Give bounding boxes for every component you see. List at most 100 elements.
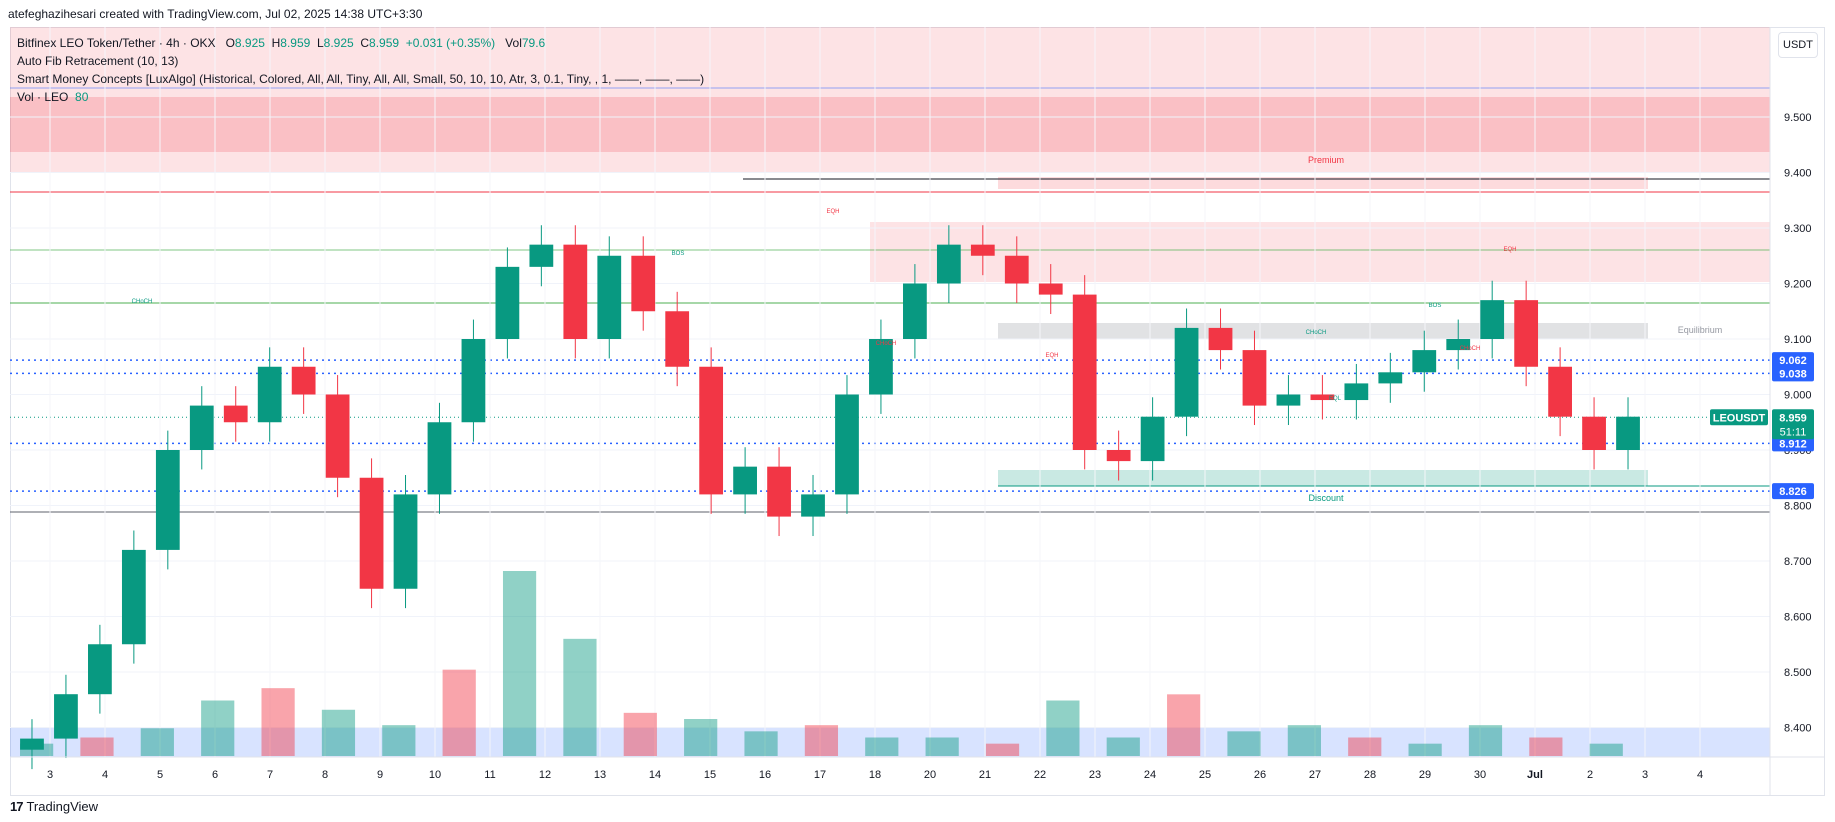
volume-bar xyxy=(1529,737,1563,756)
close-value: 8.959 xyxy=(369,36,400,50)
high-value: 8.959 xyxy=(280,36,311,50)
candle-body xyxy=(461,339,486,423)
time-tick-label: 18 xyxy=(869,769,881,781)
volume-bar xyxy=(1167,694,1201,756)
currency-button[interactable]: USDT xyxy=(1778,32,1818,58)
candle-body xyxy=(936,244,961,284)
volume-bar xyxy=(442,669,476,756)
time-tick-label: 11 xyxy=(484,769,495,781)
time-tick-label: 21 xyxy=(979,769,991,781)
premium-band-inner xyxy=(10,97,1770,152)
close-label: C xyxy=(360,36,370,50)
legend-symbol-row[interactable]: Bitfinex LEO Token/Tether · 4h · OKX O8.… xyxy=(17,34,704,52)
label-layer: Premium Equilibrium Discount CHoCH BOS EQH CHo… xyxy=(132,155,1723,503)
candle-body xyxy=(597,255,622,339)
volume-bar xyxy=(1287,725,1321,756)
structure-label: EQH xyxy=(1045,353,1058,359)
volume-bar xyxy=(502,571,537,756)
zones-layer xyxy=(10,27,1770,757)
volume-bar xyxy=(623,712,657,756)
price-tick-label: 8.500 xyxy=(1784,667,1812,679)
volume-bar xyxy=(985,743,1020,756)
axis-layer: 9.5009.4009.3009.2009.1009.0008.9008.800… xyxy=(10,27,1825,796)
volume-bar xyxy=(201,700,235,756)
candle-body xyxy=(291,366,316,395)
time-tick-label: 10 xyxy=(429,769,441,781)
candle-body xyxy=(1208,327,1233,351)
author-line: atefeghazihesari created with TradingVie… xyxy=(8,7,423,21)
price-badge xyxy=(1772,352,1814,369)
time-tick-label: 15 xyxy=(704,769,716,781)
discount-label: Discount xyxy=(1308,493,1344,503)
volume-bar xyxy=(1106,737,1140,756)
time-tick-label: 2 xyxy=(1587,769,1593,781)
candle-body xyxy=(1378,372,1403,384)
candle-body xyxy=(801,494,825,517)
symbol-badge-label: LEOUSDT xyxy=(1713,412,1766,424)
chart-canvas[interactable]: Premium Equilibrium Discount CHoCH BOS EQH CHo… xyxy=(10,27,1825,796)
structure-label: BOS xyxy=(672,251,685,257)
volume-bar xyxy=(80,737,114,756)
candle-body xyxy=(359,477,384,589)
volume-bar xyxy=(684,719,718,756)
price-badge xyxy=(1772,365,1814,382)
time-tick-label: 4 xyxy=(102,769,108,781)
price-tick-label: 8.600 xyxy=(1784,612,1812,624)
equilibrium-label: Equilibrium xyxy=(1678,325,1723,335)
candle-body xyxy=(257,366,282,423)
candle-body xyxy=(529,244,554,267)
candle-body xyxy=(393,494,418,589)
price-tick-label: 8.700 xyxy=(1784,556,1812,568)
candle-body xyxy=(427,422,452,495)
candle-body xyxy=(121,549,146,645)
price-badge-label: 8.912 xyxy=(1779,438,1807,450)
time-tick-label: 14 xyxy=(649,769,661,781)
time-tick-label: 22 xyxy=(1034,769,1046,781)
high-label: H xyxy=(271,36,281,50)
time-tick-label: 29 xyxy=(1419,769,1431,781)
price-tick-label: 9.300 xyxy=(1784,223,1812,235)
volume-layer xyxy=(20,571,1623,756)
price-badge-label: 9.038 xyxy=(1779,368,1807,380)
countdown-label: 51:11 xyxy=(1780,426,1807,438)
low-label: L xyxy=(316,36,324,50)
legend-fib-row[interactable]: Auto Fib Retracement (10, 13) xyxy=(17,54,179,68)
candle-body xyxy=(1514,300,1539,367)
tradingview-logo[interactable]: 17 TradingView xyxy=(10,796,98,816)
volume-bar xyxy=(804,725,839,756)
legend-volume-row[interactable]: Vol · LEO 80 xyxy=(17,88,704,106)
vol-value: 79.6 xyxy=(521,36,546,50)
candle-body xyxy=(835,394,859,495)
volume-bar xyxy=(321,709,356,756)
volume-bar xyxy=(563,638,597,756)
candle-body xyxy=(563,244,588,339)
vol-label: Vol xyxy=(505,36,522,50)
structure-label: EQH xyxy=(1503,247,1516,253)
candle-body xyxy=(1174,327,1199,417)
time-tick-label: 12 xyxy=(539,769,551,781)
volume-bar xyxy=(1227,731,1261,756)
price-tick-label: 8.800 xyxy=(1784,501,1812,513)
price-tick-label: 9.500 xyxy=(1784,112,1812,124)
premium-zone-box xyxy=(998,177,1648,189)
time-tick-label: 28 xyxy=(1364,769,1376,781)
time-tick-label: 3 xyxy=(47,769,53,781)
current-price-badge xyxy=(1772,409,1814,440)
candle-body xyxy=(1140,416,1165,462)
volume-bar xyxy=(865,737,899,756)
low-value: 8.925 xyxy=(323,36,354,50)
price-badge xyxy=(1772,483,1814,500)
time-tick-label: 24 xyxy=(1144,769,1156,781)
price-tick-label: 9.000 xyxy=(1784,390,1812,402)
time-tick-label: 25 xyxy=(1199,769,1211,781)
brand-label: TradingView xyxy=(26,798,99,814)
volume-bar xyxy=(1589,743,1623,756)
structure-label: CHoCH xyxy=(132,299,153,305)
change-value: +0.031 (+0.35%) xyxy=(405,36,496,50)
time-tick-label: 27 xyxy=(1309,769,1321,781)
current-price-label: 8.959 xyxy=(1779,412,1807,424)
structure-label: CHoCH xyxy=(1306,330,1327,336)
legend-smc-row[interactable]: Smart Money Concepts [LuxAlgo] (Historic… xyxy=(17,72,705,86)
volume-bar xyxy=(1046,700,1080,756)
chart-legend: Bitfinex LEO Token/Tether · 4h · OKX O8.… xyxy=(17,34,704,106)
